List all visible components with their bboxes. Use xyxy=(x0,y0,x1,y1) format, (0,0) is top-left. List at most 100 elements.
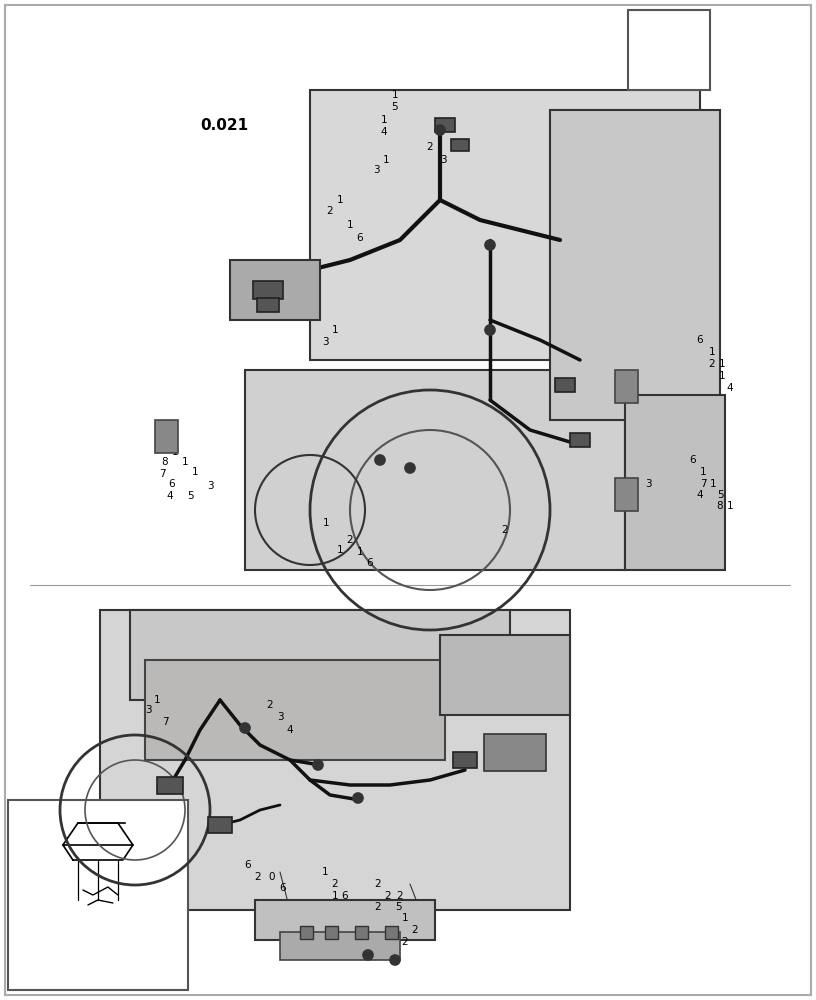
Text: 8: 8 xyxy=(162,457,168,467)
Text: 8: 8 xyxy=(716,501,723,511)
Circle shape xyxy=(485,240,495,250)
Text: 1: 1 xyxy=(347,220,353,230)
Bar xyxy=(628,10,710,90)
Circle shape xyxy=(363,950,373,960)
Text: 1: 1 xyxy=(153,695,160,705)
Text: 1: 1 xyxy=(337,545,344,555)
Bar xyxy=(63,890,133,930)
FancyBboxPatch shape xyxy=(325,926,338,938)
FancyBboxPatch shape xyxy=(614,369,637,402)
FancyBboxPatch shape xyxy=(100,610,570,910)
Text: 2: 2 xyxy=(375,902,381,912)
Text: 1: 1 xyxy=(392,90,398,100)
Text: 2: 2 xyxy=(397,891,403,901)
Text: 2: 2 xyxy=(255,872,261,882)
Text: 2: 2 xyxy=(384,891,392,901)
Text: 2: 2 xyxy=(347,535,353,545)
Text: 1: 1 xyxy=(401,913,408,923)
Text: 4: 4 xyxy=(381,127,388,137)
Text: 7: 7 xyxy=(699,479,707,489)
FancyBboxPatch shape xyxy=(280,932,400,960)
Text: 3: 3 xyxy=(645,479,651,489)
Text: 6: 6 xyxy=(690,455,696,465)
FancyBboxPatch shape xyxy=(208,817,232,833)
Text: 2: 2 xyxy=(708,359,716,369)
FancyBboxPatch shape xyxy=(130,610,510,700)
FancyBboxPatch shape xyxy=(157,776,183,794)
FancyBboxPatch shape xyxy=(453,752,477,768)
Circle shape xyxy=(485,325,495,335)
Text: 2: 2 xyxy=(401,937,408,947)
FancyBboxPatch shape xyxy=(154,420,178,452)
Text: 5: 5 xyxy=(716,490,723,500)
Text: 3: 3 xyxy=(440,155,446,165)
Text: 0.021: 0.021 xyxy=(200,117,248,132)
Text: 1: 1 xyxy=(710,479,716,489)
Text: 6: 6 xyxy=(366,558,373,568)
FancyBboxPatch shape xyxy=(484,734,546,771)
Text: 7: 7 xyxy=(162,717,168,727)
Text: 3: 3 xyxy=(322,337,328,347)
Circle shape xyxy=(405,463,415,473)
Text: 2: 2 xyxy=(502,525,508,535)
FancyBboxPatch shape xyxy=(253,281,283,299)
Text: 3: 3 xyxy=(144,705,151,715)
Text: 4: 4 xyxy=(727,383,734,393)
Text: 6: 6 xyxy=(245,860,251,870)
Text: 1: 1 xyxy=(357,547,363,557)
Text: 1: 1 xyxy=(383,155,389,165)
Text: 1: 1 xyxy=(727,501,734,511)
Text: 6: 6 xyxy=(169,479,175,489)
Text: 1: 1 xyxy=(322,867,328,877)
Text: 6: 6 xyxy=(357,233,363,243)
Text: 2: 2 xyxy=(326,206,333,216)
FancyBboxPatch shape xyxy=(451,139,469,151)
FancyBboxPatch shape xyxy=(257,298,279,312)
Text: 1: 1 xyxy=(719,371,725,381)
Text: 1: 1 xyxy=(699,467,707,477)
FancyBboxPatch shape xyxy=(310,90,700,360)
FancyBboxPatch shape xyxy=(625,395,725,570)
Text: 1: 1 xyxy=(708,347,716,357)
Text: 4: 4 xyxy=(286,725,293,735)
Text: 3: 3 xyxy=(373,165,379,175)
Text: 0: 0 xyxy=(268,872,275,882)
Bar xyxy=(8,800,188,990)
Text: 1: 1 xyxy=(171,447,179,457)
Text: 1: 1 xyxy=(381,115,388,125)
Text: 3: 3 xyxy=(206,481,213,491)
FancyBboxPatch shape xyxy=(384,926,397,938)
Polygon shape xyxy=(641,28,697,72)
FancyBboxPatch shape xyxy=(550,110,720,420)
Text: 1: 1 xyxy=(392,949,398,959)
Text: 2: 2 xyxy=(267,700,273,710)
FancyBboxPatch shape xyxy=(354,926,367,938)
FancyBboxPatch shape xyxy=(555,378,575,392)
Circle shape xyxy=(240,723,250,733)
Circle shape xyxy=(390,955,400,965)
Text: 7: 7 xyxy=(158,469,166,479)
Circle shape xyxy=(353,793,363,803)
Text: 5: 5 xyxy=(187,491,193,501)
FancyBboxPatch shape xyxy=(145,660,445,760)
FancyBboxPatch shape xyxy=(435,118,455,132)
Text: 2: 2 xyxy=(375,879,381,889)
Text: 2: 2 xyxy=(412,925,419,935)
Text: 6: 6 xyxy=(280,883,286,893)
Text: 5: 5 xyxy=(392,102,398,112)
FancyBboxPatch shape xyxy=(570,433,590,447)
Text: 6: 6 xyxy=(697,335,703,345)
Text: 2: 2 xyxy=(331,879,339,889)
Circle shape xyxy=(375,455,385,465)
Circle shape xyxy=(313,760,323,770)
Text: 1: 1 xyxy=(331,891,339,901)
FancyBboxPatch shape xyxy=(230,260,320,320)
Text: 1: 1 xyxy=(322,518,330,528)
FancyBboxPatch shape xyxy=(299,926,313,938)
Text: 4: 4 xyxy=(697,490,703,500)
Circle shape xyxy=(435,125,445,135)
Text: 1: 1 xyxy=(182,457,188,467)
Text: 1: 1 xyxy=(337,195,344,205)
Text: 4: 4 xyxy=(166,491,173,501)
FancyBboxPatch shape xyxy=(245,370,625,570)
